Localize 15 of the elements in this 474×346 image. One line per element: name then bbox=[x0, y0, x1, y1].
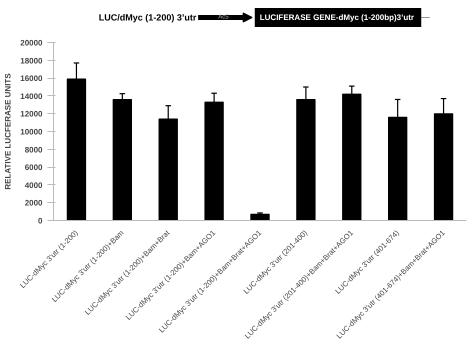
y-tick-label: 10000 bbox=[20, 128, 44, 136]
y-tick-label: 20000 bbox=[20, 38, 44, 48]
text: LUC/dMyc (1-200) 3’utr bbox=[98, 12, 197, 22]
y-axis-title: RELATIVE LUCFERASE UNITS bbox=[3, 72, 12, 190]
y-tick-label: 14000 bbox=[20, 92, 44, 101]
y-tick-label: 8000 bbox=[24, 145, 44, 154]
y-tick-label: 2000 bbox=[24, 198, 44, 208]
y-tick-label: 6000 bbox=[24, 163, 44, 172]
y-tick-label: 16000 bbox=[20, 74, 44, 84]
text: LUCIFERASE GENE-dMyc (1-200bp)3’utr bbox=[260, 13, 414, 22]
y-tick-label: 4000 bbox=[24, 180, 44, 190]
bar bbox=[112, 98, 132, 220]
y-tick-label: 18000 bbox=[20, 56, 44, 66]
y-tick-label: 12000 bbox=[20, 110, 44, 119]
y-tick-label: 0 bbox=[38, 216, 44, 226]
